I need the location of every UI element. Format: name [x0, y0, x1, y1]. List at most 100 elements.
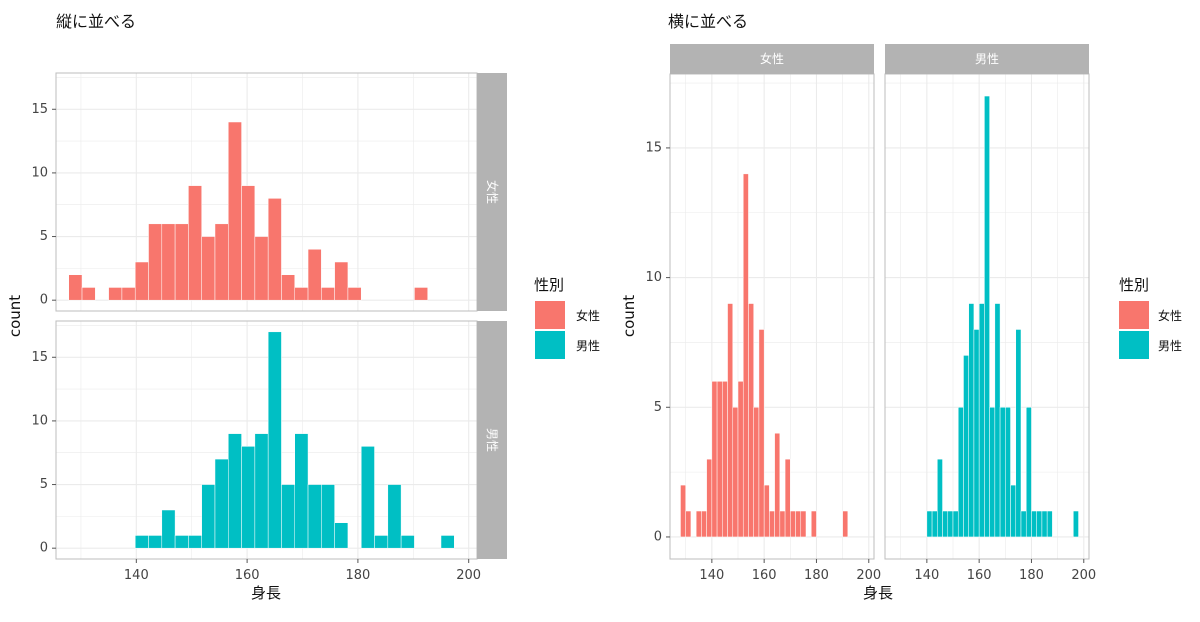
chart2-panel1-bar: [795, 510, 802, 538]
left-x-axis-title: 身長: [251, 584, 281, 602]
chart2-panel2-bar: [937, 458, 943, 538]
chart1-panel2-bar: [241, 446, 256, 549]
chart1-panel1-bar: [188, 185, 202, 301]
panels-layer: 女性 0 5 10 15 男性 0 5 10 15 140 160 180 200 女性 0 5 10 15 140 1…: [31, 44, 1096, 583]
chart2-panel2-bar: [999, 407, 1006, 538]
chart2-panel2-x-tick-label: 180: [1019, 568, 1044, 583]
chart2-panel1-x-tick-label: 200: [856, 568, 881, 583]
chart2-panel2-bar: [1010, 484, 1017, 538]
chart1-panel2-x-tick-label: 180: [345, 568, 370, 583]
chart1-panel1-bar: [294, 287, 309, 301]
left-chart-title: 縦に並べる: [56, 12, 136, 31]
chart2-panel1-bar: [810, 510, 817, 538]
right-legend-swatch-female: [1119, 301, 1149, 329]
chart2-panel2-strip: [885, 44, 1089, 74]
chart2-panel1-bar: [800, 510, 807, 538]
chart2-panel2-bar: [1025, 407, 1032, 538]
chart2-panel1-bar: [722, 381, 728, 538]
chart1-panel2-bar: [334, 522, 349, 549]
chart2-panel2-bar: [1015, 329, 1022, 538]
chart1-panel2-y-tick-label: 0: [40, 541, 48, 556]
chart1-panel2-bar: [174, 535, 189, 549]
chart1-panel1-bar: [347, 287, 362, 301]
right-legend-title: 性別: [1119, 276, 1149, 294]
chart2-panel1-bar: [769, 510, 775, 538]
chart2-panel1-bar: [784, 458, 791, 538]
chart1-panel2-bar: [400, 535, 415, 549]
chart2-panel1-bar: [742, 173, 749, 538]
chart1-panel2-bar: [228, 433, 242, 549]
chart1-panel1-bar: [161, 223, 176, 301]
chart1-panel2-bar: [374, 535, 389, 549]
left-legend-label-male: 男性: [576, 339, 600, 353]
chart1-panel1-bar: [148, 223, 163, 301]
left-legend: 性別 女性 男性: [534, 276, 600, 359]
chart1-panel1-bar: [214, 223, 229, 301]
chart2-panel1-x-tick-label: 140: [699, 568, 724, 583]
chart1-panel1-bar: [174, 223, 189, 301]
chart2-panel2-x-tick-label: 140: [914, 568, 939, 583]
chart2-panel2-strip-label: 男性: [975, 52, 999, 66]
left-legend-swatch-female: [535, 301, 565, 329]
chart1-panel1-bar: [281, 274, 296, 301]
chart1-panel2-x-tick-label: 140: [124, 568, 149, 583]
chart2-panel1-x-tick-label: 160: [752, 568, 777, 583]
chart2-panel2-bar: [931, 510, 938, 538]
chart1-panel1-bar: [254, 236, 269, 301]
right-chart-title: 横に並べる: [668, 12, 748, 31]
chart1-panel2-strip-label: 男性: [485, 428, 499, 452]
chart1-panel1-y-tick-label: 5: [40, 229, 48, 244]
chart1-panel1-bar: [267, 198, 282, 301]
chart2-panel1-bar: [706, 458, 713, 538]
chart2-panel1-bar: [753, 407, 760, 538]
chart1-panel2-bar: [440, 535, 455, 549]
chart2-panel1-bar: [842, 510, 849, 538]
chart2-panel2-bar: [1036, 510, 1043, 538]
chart1-panel2-strip: [477, 321, 507, 559]
chart2-panel2-bar: [973, 329, 980, 538]
chart2-panel2-bar: [1005, 407, 1011, 538]
chart2-panel1-bar: [779, 510, 786, 538]
chart1-panel2-y-tick-label: 10: [31, 413, 48, 428]
chart2-panel1-background: [670, 74, 874, 559]
chart1-panel1-bar: [321, 287, 335, 301]
chart2-panel1-bar: [685, 510, 692, 538]
chart2-panel1-bar: [790, 510, 796, 538]
chart2-panel2-bar: [1020, 510, 1027, 538]
chart1-panel2-bar: [188, 535, 202, 549]
chart2-panel2-bar: [963, 355, 969, 538]
chart1-panel2-bar: [201, 484, 216, 549]
chart1-panel2-bar: [254, 433, 269, 549]
chart2-panel2-bar: [989, 407, 996, 538]
left-legend-swatch-male: [535, 331, 565, 359]
chart1-panel2-bar: [294, 433, 309, 549]
right-legend-label-female: 女性: [1158, 308, 1182, 323]
chart2-panel2-x-tick-label: 160: [967, 568, 992, 583]
chart2-panel1-bar: [763, 484, 770, 538]
chart1-panel2-bar: [321, 484, 335, 549]
chart1-panel1-bar: [81, 287, 96, 301]
chart1-panel2-y-tick-label: 5: [40, 477, 48, 492]
chart2-panel1-strip: [670, 44, 874, 74]
chart1-panel2-bar: [360, 446, 375, 549]
chart2-panel2-x-tick-label: 200: [1071, 568, 1096, 583]
chart2-panel1-strip-label: 女性: [760, 51, 784, 66]
chart1-panel2-bar: [161, 509, 176, 549]
chart1-panel2-y-tick-label: 15: [31, 350, 48, 365]
chart1-panel1-bar: [307, 249, 322, 301]
chart2-panel2-bar: [947, 510, 954, 538]
chart1-panel2-bar: [148, 535, 163, 549]
chart1-panel1-y-tick-label: 10: [31, 165, 48, 180]
left-legend-title: 性別: [534, 276, 564, 294]
chart2-panel2-bar: [1073, 510, 1079, 538]
chart2-panel2-bar: [942, 510, 949, 538]
chart1-panel2-x-tick-label: 160: [235, 568, 260, 583]
chart2-panel2-bar: [994, 303, 1001, 538]
chart2-panel2-bar: [1031, 510, 1037, 538]
chart2-panel2-bar: [926, 510, 933, 538]
chart2-panel2-bar: [968, 303, 975, 538]
chart2-panel1-bar: [748, 303, 754, 538]
chart2-panel1-bar: [727, 303, 734, 538]
chart1-panel1-bar: [201, 236, 216, 301]
